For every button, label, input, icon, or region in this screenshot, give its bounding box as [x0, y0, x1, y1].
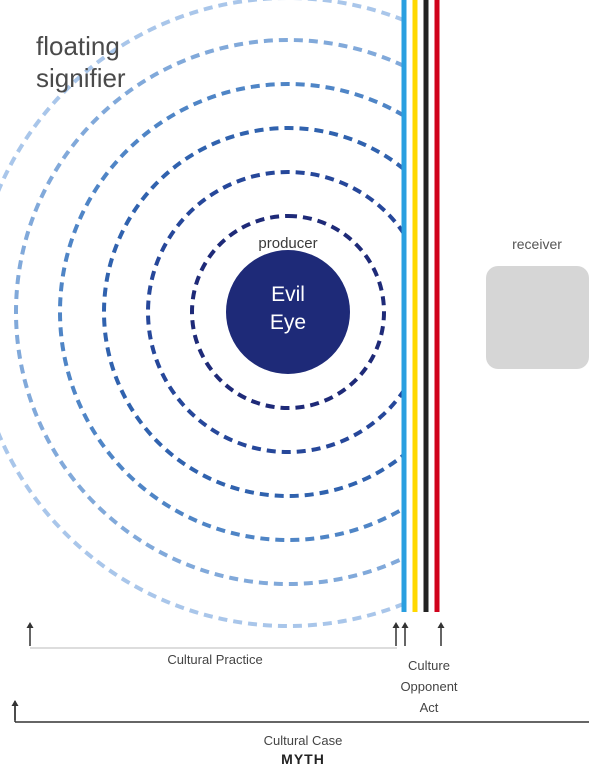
opponent-line-1: Culture: [408, 658, 450, 673]
culture-arrow-2-head: [401, 622, 409, 628]
receiver-label: receiver: [512, 236, 562, 252]
evil-eye-circle: [226, 250, 350, 374]
producer-label: producer: [258, 235, 318, 252]
culture-opponent-act-label: Culture Opponent Act: [400, 655, 457, 718]
title-line-2: signifier: [36, 63, 126, 93]
title-line-1: floating: [36, 31, 120, 61]
culture-arrow-1-head: [392, 622, 400, 628]
case-start-arrow-head: [11, 700, 19, 706]
signal-ring-3: [102, 126, 406, 498]
cultural-case-label: Cultural Case: [263, 733, 343, 748]
signal-ring-2: [146, 170, 406, 454]
diagram-title: floating signifier: [36, 30, 126, 94]
opponent-line-3: Act: [419, 700, 439, 715]
practice-start-arrow-head: [26, 622, 34, 628]
evil-eye-line-1: Evil: [271, 283, 305, 306]
act-arrow-head: [437, 622, 445, 628]
opponent-line-2: Opponent: [400, 679, 458, 694]
signal-ring-4: [58, 82, 406, 542]
evil-eye-label: Evil Eye: [233, 281, 343, 337]
signal-ring-1: [190, 214, 386, 411]
evil-eye-line-2: Eye: [269, 311, 307, 334]
signal-ring-5: [14, 38, 405, 586]
receiver-box: [486, 266, 589, 369]
cultural-practice-label: Cultural Practice: [167, 652, 263, 667]
myth-label: MYTH: [281, 751, 325, 767]
